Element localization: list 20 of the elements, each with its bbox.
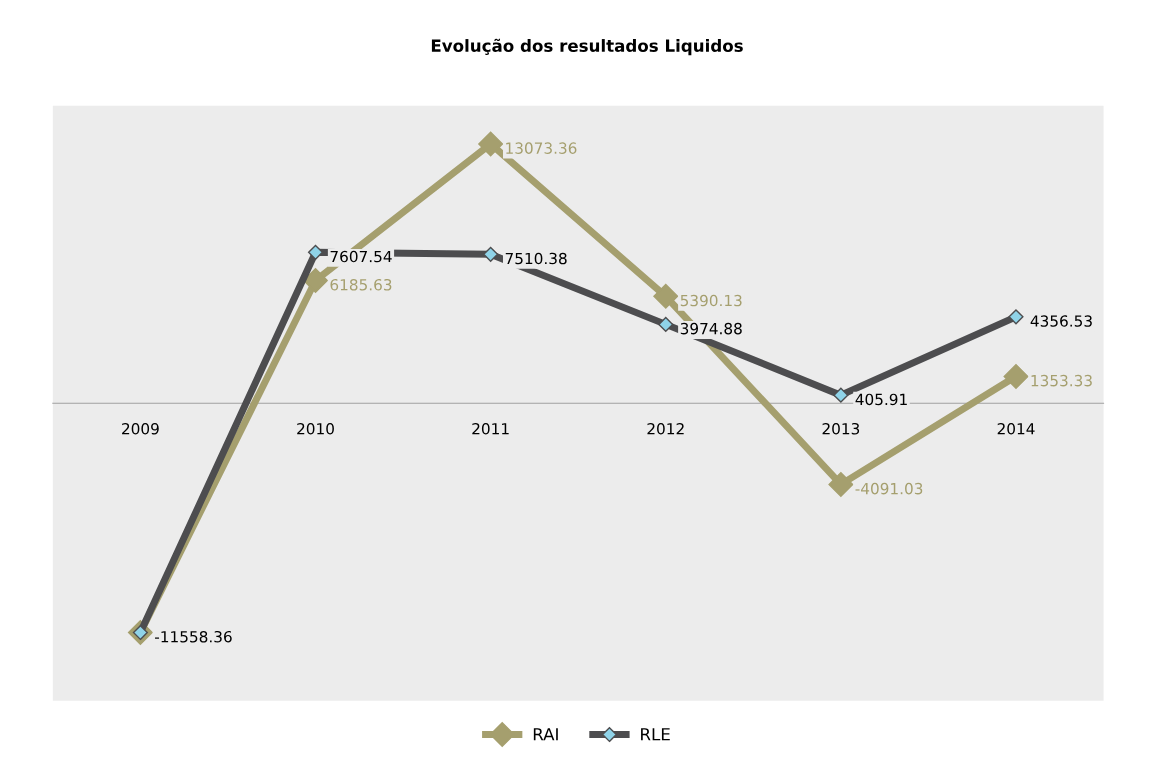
x-tick-label: 2013 — [822, 422, 860, 435]
data-label: 7510.38 — [505, 252, 567, 265]
data-label: -11558.36 — [155, 630, 232, 643]
legend-label: RLE — [641, 728, 670, 741]
chart-title: Evolução dos resultados Liquidos — [431, 38, 743, 56]
x-tick-label: 2010 — [297, 422, 334, 435]
data-label: 13073.36 — [506, 142, 577, 154]
data-label: 3974.88 — [680, 322, 742, 335]
data-label: 7607.54 — [330, 250, 392, 263]
x-tick-label: 2009 — [122, 422, 159, 435]
legend-label: RAI — [533, 728, 558, 741]
x-tick-label: 2011 — [472, 422, 509, 435]
data-label: 1353.33 — [1031, 374, 1092, 387]
data-label: 405.91 — [855, 393, 907, 406]
data-label: 5390.13 — [680, 294, 742, 307]
x-tick-label: 2012 — [647, 422, 684, 435]
data-label: 4356.53 — [1030, 315, 1092, 327]
data-label: 6185.63 — [330, 278, 392, 291]
x-tick-label: 2014 — [997, 422, 1035, 435]
data-label: -4091.03 — [855, 482, 923, 495]
